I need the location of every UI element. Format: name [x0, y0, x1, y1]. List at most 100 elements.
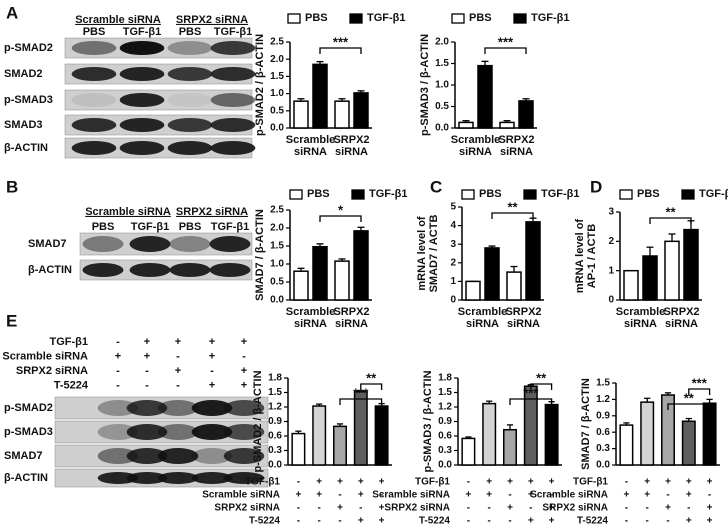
condition-mark: -	[145, 365, 149, 377]
significance-label: *	[338, 202, 344, 217]
condition-mark: +	[549, 477, 555, 488]
bar	[353, 230, 369, 301]
blot-band	[167, 93, 213, 107]
condition-mark: +	[707, 516, 713, 527]
condition-mark: +	[486, 490, 492, 501]
blot-band	[97, 448, 139, 464]
condition-mark: -	[380, 490, 383, 501]
condition-mark: +	[337, 477, 343, 488]
condition-mark: +	[295, 490, 301, 501]
bar	[503, 428, 517, 466]
condition-mark: -	[687, 503, 690, 514]
condition-mark: +	[465, 490, 471, 501]
condition-mark: -	[297, 516, 300, 527]
y-tick-label: 0.9	[438, 416, 452, 427]
bar	[353, 92, 369, 129]
bar	[458, 121, 474, 129]
condition-mark: -	[297, 477, 300, 488]
bar	[525, 221, 541, 301]
blot-row-label: p-SMAD2	[4, 402, 53, 414]
bar	[619, 424, 634, 466]
blot-band	[71, 118, 117, 132]
condition-mark: +	[316, 490, 322, 501]
condition-mark: -	[176, 350, 180, 362]
blot-band	[157, 472, 199, 484]
condition-mark: -	[708, 490, 711, 501]
condition-mark: -	[488, 516, 491, 527]
blot-band	[129, 236, 171, 252]
condition-mark: +	[209, 350, 215, 362]
blot-band	[167, 118, 213, 132]
condition-label: Scramble siRNA	[372, 490, 450, 501]
y-tick-label: 1	[608, 265, 614, 276]
significance-label: ***	[692, 375, 708, 390]
condition-mark: -	[318, 503, 321, 514]
condition-mark: +	[644, 490, 650, 501]
blot-lane-label: PBS	[83, 26, 106, 38]
condition-mark: +	[241, 379, 247, 391]
condition-mark: -	[242, 350, 246, 362]
blot-band	[126, 448, 168, 464]
blot-row-label: β-ACTIN	[28, 264, 72, 276]
condition-mark: +	[241, 365, 247, 377]
y-tick-label: 0.6	[438, 431, 452, 442]
bar	[544, 403, 559, 466]
bar	[642, 255, 658, 301]
blot-row-label: SMAD7	[28, 238, 67, 250]
blot-group-label: SRPX2 siRNA	[176, 206, 248, 218]
legend-swatch	[513, 13, 527, 24]
y-tick-label: 1.5	[435, 58, 449, 69]
condition-mark: -	[625, 503, 628, 514]
significance-label: ***	[523, 385, 539, 400]
legend-label: TGF-β1	[699, 188, 728, 200]
condition-label: Scramble siRNA	[2, 350, 88, 362]
category-label: SRPX2 siRNA	[498, 134, 535, 158]
blot-group-label: Scramble siRNA	[75, 14, 161, 26]
panel-letter: A	[6, 3, 18, 22]
panel-letter: B	[6, 177, 18, 196]
condition-mark: -	[467, 477, 470, 488]
significance-label: ***	[498, 34, 514, 49]
blot-band	[223, 424, 265, 440]
y-tick-label: 0.0	[270, 295, 284, 306]
legend-swatch	[287, 13, 301, 24]
legend-label: TGF-β1	[367, 12, 406, 24]
condition-mark: +	[507, 503, 513, 514]
condition-mark: -	[210, 365, 214, 377]
condition-mark: +	[623, 490, 629, 501]
condition-mark: +	[379, 503, 385, 514]
condition-label: TGF-β1	[245, 477, 280, 488]
legend-label: TGF-β1	[541, 188, 580, 200]
blot-row-label: p-SMAD3	[4, 426, 53, 438]
blot-band	[157, 424, 199, 440]
blot-row-label: SMAD7	[4, 450, 43, 462]
category-label: Scramble siRNA	[285, 306, 336, 330]
blot-lane-label: TGF-β1	[131, 221, 170, 233]
blot-band	[210, 118, 256, 132]
blot-band	[167, 41, 213, 55]
condition-mark: -	[297, 503, 300, 514]
significance-label: **	[684, 390, 695, 405]
bar	[623, 269, 639, 301]
legend-label: TGF-β1	[531, 12, 570, 24]
significance-bracket	[484, 47, 527, 54]
significance-bracket	[491, 212, 534, 219]
blot-band	[210, 93, 256, 107]
condition-label: SRPX2 siRNA	[542, 503, 608, 514]
y-tick-label: 1.5	[270, 71, 284, 82]
bar	[353, 390, 368, 466]
condition-mark: +	[379, 477, 385, 488]
bar	[681, 420, 696, 466]
y-tick-label: 1	[450, 276, 456, 287]
legend-label: TGF-β1	[369, 188, 408, 200]
blot-band	[119, 141, 165, 155]
condition-mark: -	[116, 379, 120, 391]
legend-swatch	[681, 189, 695, 200]
blot-band	[167, 141, 213, 155]
condition-mark: -	[625, 516, 628, 527]
bar	[506, 271, 522, 301]
y-tick-label: 0.3	[268, 445, 282, 456]
blot-band	[97, 472, 139, 484]
condition-mark: +	[241, 336, 247, 348]
